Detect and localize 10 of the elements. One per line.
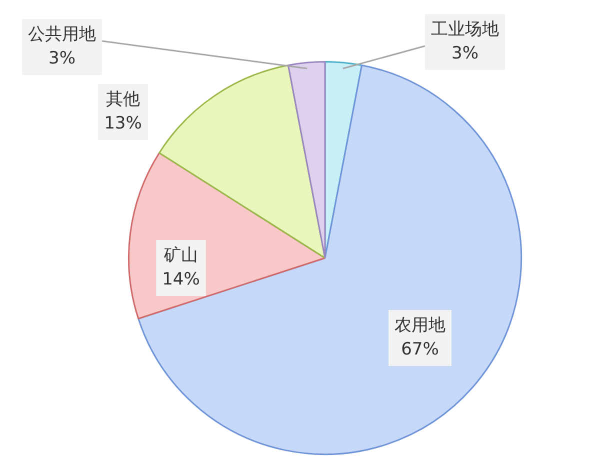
slice-label: 公共用地 <box>28 24 96 44</box>
slice-label: 矿山 <box>163 245 198 266</box>
data-label: 3% <box>48 48 76 68</box>
data-label: 14% <box>162 269 200 290</box>
data-label: 13% <box>104 113 142 134</box>
slice-label: 其他 <box>106 89 140 110</box>
slice-label: 工业场地 <box>431 19 499 40</box>
data-label: 3% <box>452 43 478 64</box>
slice-label: 农用地 <box>394 315 446 336</box>
data-label: 67% <box>401 339 439 360</box>
